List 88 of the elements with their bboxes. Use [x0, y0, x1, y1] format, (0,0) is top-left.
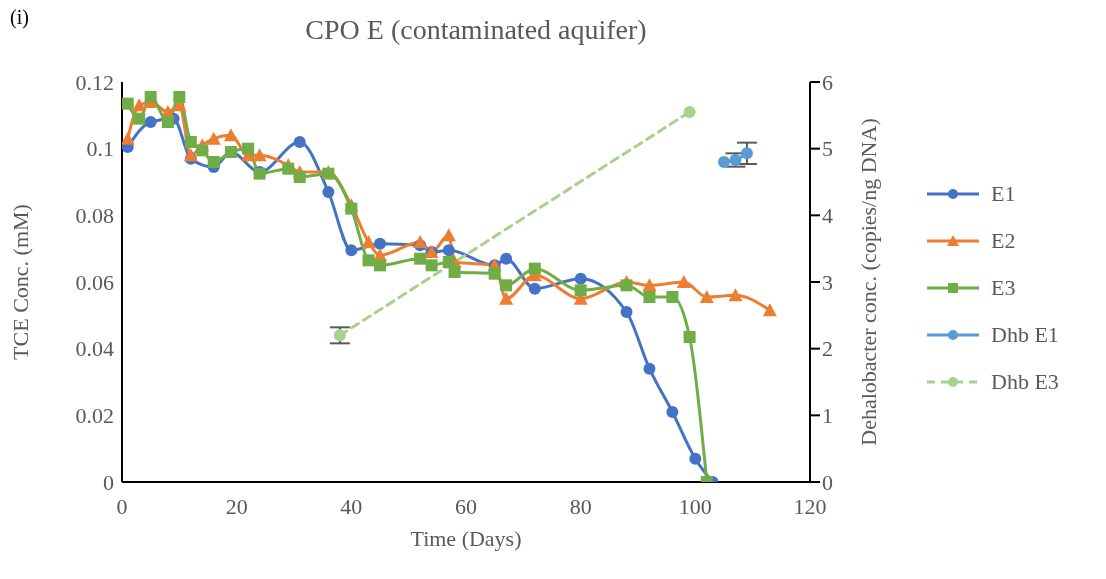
point	[643, 362, 656, 375]
point	[666, 406, 679, 418]
y2-tick-label: 2	[822, 336, 833, 362]
point	[676, 275, 691, 288]
x-tick-label: 60	[455, 493, 477, 519]
point	[196, 144, 209, 157]
point	[499, 291, 514, 305]
point	[374, 237, 386, 250]
point	[223, 128, 238, 142]
point	[293, 171, 306, 183]
y-tick-label: 0	[103, 469, 114, 495]
point	[666, 291, 679, 303]
y-tick-label: 0.08	[75, 203, 114, 229]
point	[689, 452, 702, 465]
point	[683, 331, 696, 343]
point	[620, 279, 633, 292]
point	[133, 112, 146, 125]
point	[362, 254, 375, 267]
y-axis-title: TCE Conc. (mM)	[7, 204, 33, 360]
point	[207, 156, 220, 168]
text: (i)	[10, 6, 29, 29]
point	[122, 97, 134, 110]
y2-tick-label: 0	[822, 469, 833, 495]
point	[500, 279, 513, 292]
legend-label: E3	[991, 274, 1016, 301]
point	[345, 244, 358, 257]
point	[442, 244, 455, 257]
y-tick-label: 0.02	[75, 403, 114, 429]
x-tick-label: 20	[225, 493, 248, 519]
point	[333, 329, 346, 342]
y2-tick-label: 4	[822, 203, 833, 229]
point	[683, 106, 696, 118]
point	[574, 284, 587, 297]
y-tick-label: 0.04	[75, 336, 114, 362]
point	[528, 282, 541, 295]
point	[206, 131, 221, 145]
chart-title: CPO E (contaminated aquifer)	[304, 14, 648, 46]
y-tick-label: 0.12	[75, 69, 114, 95]
y2-tick-label: 1	[822, 403, 833, 429]
point	[442, 256, 455, 268]
point	[642, 278, 657, 292]
point	[122, 131, 135, 145]
point	[740, 147, 753, 160]
point	[620, 306, 633, 318]
x-tick-label: 80	[569, 493, 592, 519]
point	[718, 156, 730, 168]
x-tick-label: 120	[793, 493, 827, 519]
y2-tick-label: 5	[822, 136, 833, 162]
point	[643, 291, 656, 303]
point	[322, 186, 335, 198]
point	[374, 259, 386, 272]
point	[345, 202, 358, 215]
point	[293, 136, 306, 148]
point	[441, 228, 456, 242]
x-tick-label: 40	[340, 493, 363, 519]
point	[448, 266, 461, 278]
point	[252, 148, 267, 162]
legend-label: Dhb E3	[991, 368, 1059, 395]
legend-label: Dhb E1	[991, 321, 1059, 348]
point	[144, 91, 157, 103]
point	[144, 116, 157, 128]
point	[184, 136, 197, 148]
point	[282, 162, 295, 175]
point	[728, 288, 743, 302]
point	[500, 252, 513, 265]
point	[425, 259, 438, 272]
point	[414, 252, 427, 265]
point	[574, 272, 587, 285]
point	[762, 303, 777, 317]
point	[173, 91, 186, 103]
point	[361, 235, 376, 248]
point	[699, 290, 714, 303]
y2-tick-label: 3	[822, 269, 833, 295]
point	[413, 235, 428, 248]
point	[242, 142, 255, 155]
point	[161, 116, 174, 128]
legend-label: E1	[991, 180, 1016, 207]
y-tick-label: 0.1	[86, 136, 114, 162]
legend-label: E2	[991, 227, 1016, 254]
point	[132, 98, 147, 112]
point	[528, 262, 541, 275]
x-tick-label: 100	[678, 493, 712, 519]
y2-tick-label: 6	[822, 69, 833, 95]
y2-axis-title: Dehalobacter conc. (copies/ng DNA)	[855, 118, 881, 446]
x-axis-title: Time (Days)	[410, 525, 522, 551]
point	[488, 267, 501, 280]
point	[183, 148, 198, 162]
y-tick-label: 0.06	[75, 269, 114, 295]
